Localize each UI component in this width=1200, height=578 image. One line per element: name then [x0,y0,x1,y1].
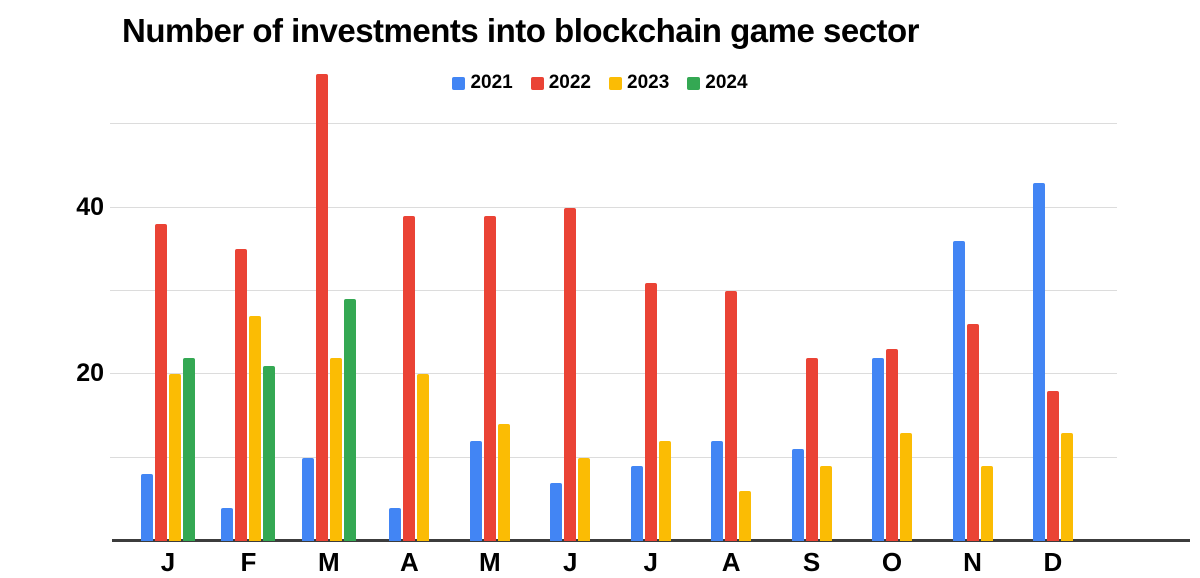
gridline-20 [110,373,1117,374]
x-axis-label-A-8: A [721,547,741,577]
bar-group-S-9 [791,358,832,541]
x-axis-label-J-1: J [160,547,176,577]
bar-2021-month-9 [791,449,804,541]
legend-swatch-2023 [609,76,622,90]
x-axis-label-M-3: M [318,547,340,577]
bar-2022-month-4 [403,216,416,541]
bar-2021-month-1 [141,474,153,541]
bar-2022-month-11 [966,324,979,541]
legend-label: 2023 [627,72,670,93]
bar-2023-month-9 [819,466,832,541]
legend-label: 2024 [705,72,748,93]
bar-2023-month-4 [417,374,430,541]
bar-2021-month-6 [550,483,563,541]
bar-2023-month-12 [1060,433,1073,541]
x-axis-label-J-7: J [643,547,658,577]
x-axis-label-F-2: F [240,547,257,577]
legend: 2021 2022 2023 2024 [0,72,1200,94]
bar-2021-month-3 [301,458,314,541]
chart-title: Number of investments into blockchain ga… [122,12,920,49]
bar-2023-month-8 [739,491,752,541]
bar-group-O-10 [872,349,913,541]
bar-2022-month-5 [483,216,496,541]
bar-2024-month-1 [183,358,195,541]
y-tick-label-20: 20 [76,359,104,387]
gridline-30 [110,290,1117,291]
x-axis-label-M-5: M [478,547,501,577]
legend-item-2024: 2024 [687,72,748,94]
bar-group-D-12 [1032,183,1073,541]
bar-2022-month-3 [315,74,328,541]
bar-2023-month-5 [497,424,510,541]
gridline-50 [110,123,1117,124]
bar-2023-month-7 [658,441,671,541]
bar-2023-month-10 [900,433,913,541]
bar-2022-month-6 [564,208,577,541]
bar-2021-month-7 [630,466,643,541]
bar-2021-month-11 [952,241,965,541]
legend-swatch-2021 [452,76,466,90]
bar-2021-month-12 [1032,183,1045,541]
bar-group-M-3 [301,74,356,541]
bar-2021-month-8 [711,441,724,541]
legend-label: 2021 [470,72,513,93]
bar-group-J-7 [630,283,671,541]
x-axis-label-O-10: O [881,547,903,577]
legend-swatch-2024 [687,76,701,90]
gridline-10 [110,457,1117,458]
legend-swatch-2022 [530,76,544,90]
x-axis-label-N-11: N [963,547,982,577]
bar-2024-month-3 [343,299,356,541]
bar-2023-month-6 [578,458,591,541]
bar-2022-month-8 [725,291,738,541]
bar-2022-month-9 [805,358,818,541]
bar-2023-month-11 [980,466,993,541]
bar-2023-month-2 [249,316,262,541]
bar-2022-month-1 [155,224,167,541]
x-axis-label-S-9: S [802,547,821,577]
bar-group-J-6 [550,208,591,541]
bar-group-J-1 [141,224,195,541]
bar-2021-month-5 [469,441,482,541]
bar-2023-month-1 [169,374,181,541]
bar-group-A-4 [389,216,430,541]
bar-2021-month-4 [389,508,402,541]
bar-group-A-8 [711,291,752,541]
x-axis-label-D-12: D [1043,547,1063,577]
bar-group-F-2 [221,249,276,541]
legend-item-2022: 2022 [530,72,591,94]
x-axis-label-J-6: J [563,547,578,577]
x-axis-label-A-4: A [399,547,419,577]
bar-2022-month-2 [235,249,248,541]
y-tick-label-40: 40 [76,193,104,221]
bar-2021-month-2 [221,508,234,541]
bar-2023-month-3 [329,358,342,541]
bar-2022-month-7 [644,283,657,541]
legend-item-2021: 2021 [452,72,513,94]
bar-2022-month-10 [886,349,899,541]
legend-label: 2022 [548,72,591,93]
gridline-40 [110,207,1117,208]
bar-group-M-5 [469,216,510,541]
bar-2024-month-2 [263,366,276,541]
bar-group-N-11 [952,241,993,541]
legend-item-2023: 2023 [609,72,669,94]
bar-2022-month-12 [1046,391,1059,541]
bar-2021-month-10 [872,358,885,541]
